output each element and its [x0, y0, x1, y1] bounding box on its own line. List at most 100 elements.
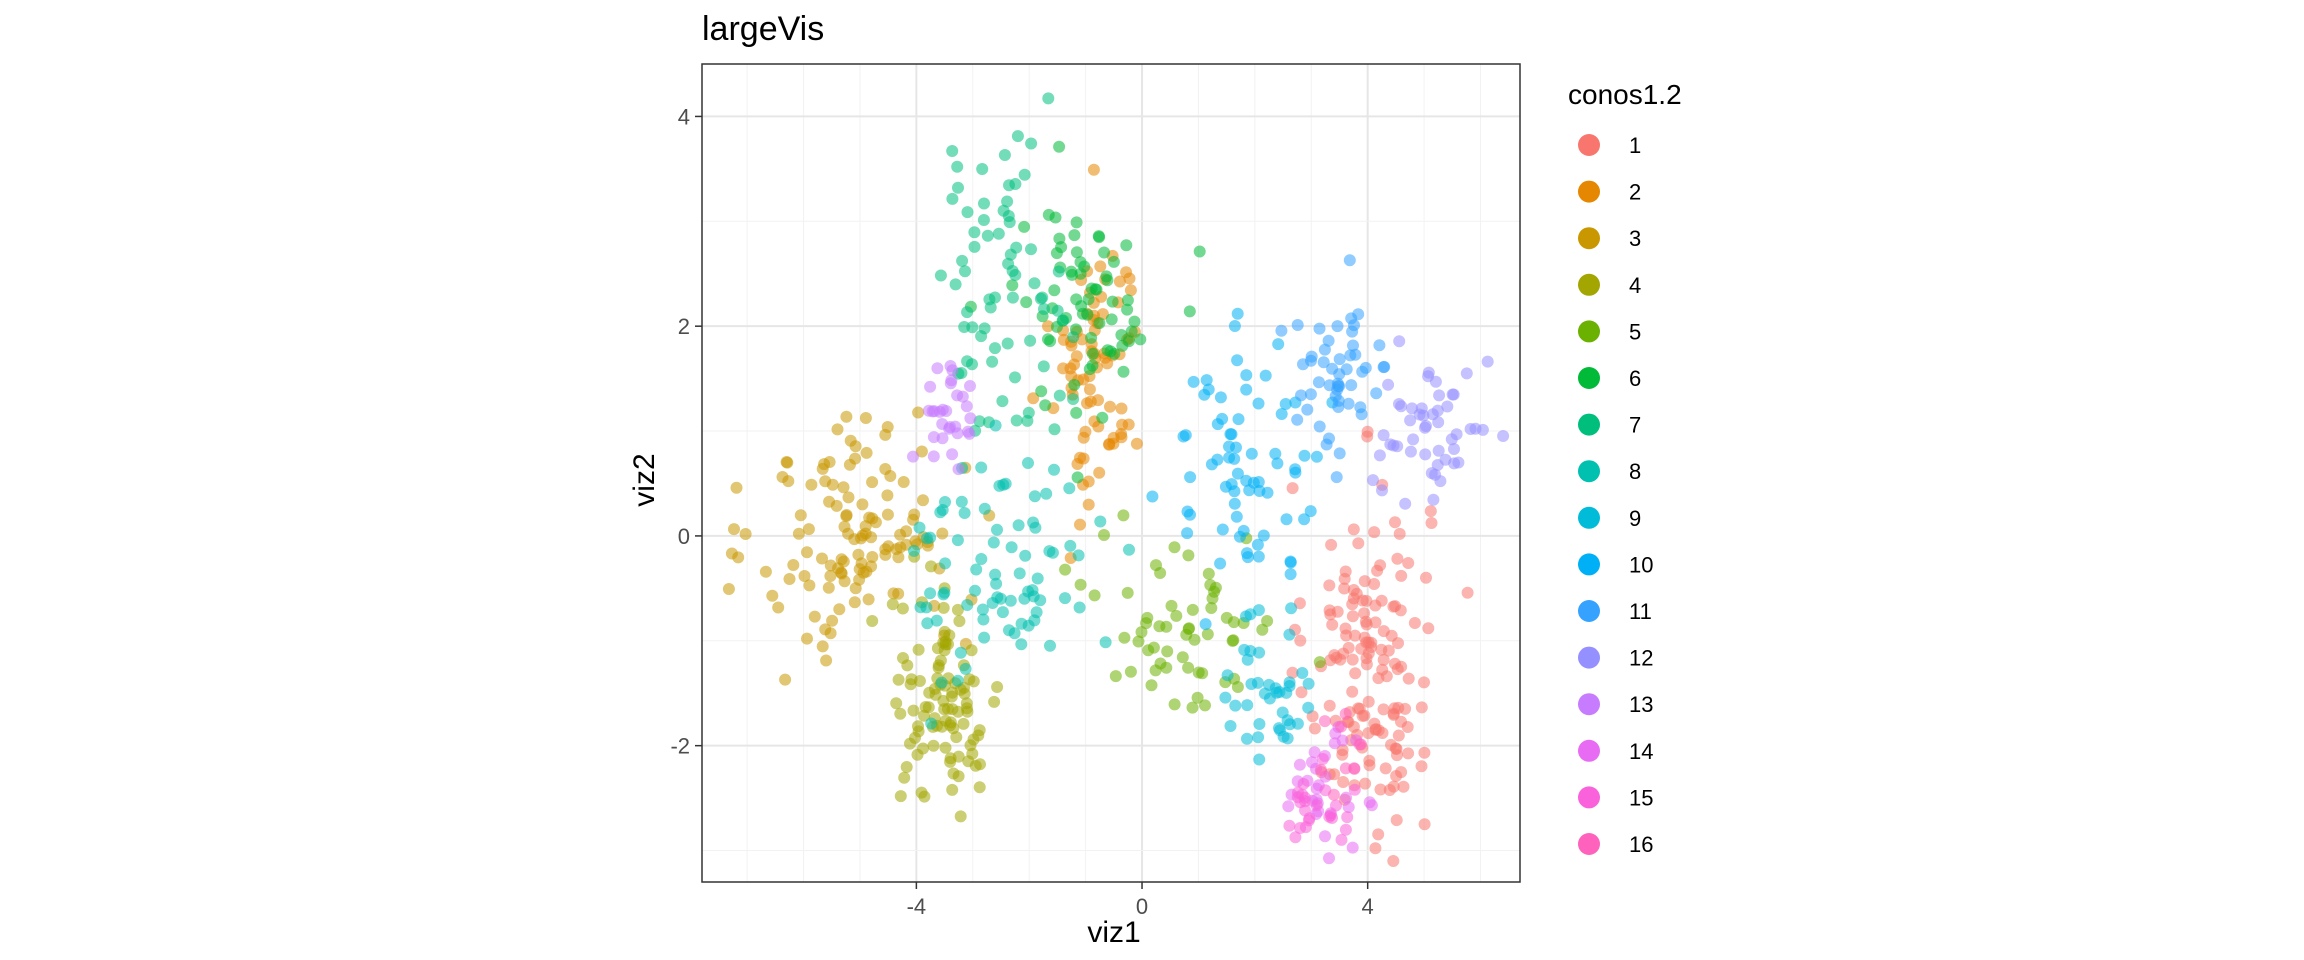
data-point — [1141, 611, 1154, 624]
data-point — [931, 362, 944, 375]
data-point — [966, 321, 979, 334]
data-point — [1256, 623, 1269, 636]
data-point — [907, 450, 919, 463]
data-point — [1227, 634, 1240, 647]
data-point — [908, 544, 920, 557]
data-point — [1389, 516, 1401, 529]
data-point — [1064, 539, 1077, 552]
data-point — [1331, 320, 1344, 333]
data-point — [1074, 578, 1087, 591]
data-point — [1187, 375, 1200, 388]
data-point — [1298, 513, 1311, 526]
data-point — [1303, 812, 1316, 825]
data-point — [1233, 530, 1246, 543]
data-point — [794, 509, 807, 522]
legend-item-8: 8 — [1578, 459, 1641, 484]
data-point — [956, 390, 969, 403]
data-point — [1377, 703, 1390, 716]
data-point — [1297, 358, 1309, 371]
data-point — [986, 597, 999, 609]
data-point — [1083, 383, 1096, 396]
data-point — [965, 644, 978, 657]
chart-title: largeVis — [702, 10, 824, 48]
data-point — [1093, 466, 1106, 479]
data-point — [859, 412, 872, 424]
data-point — [960, 400, 973, 413]
y-tick-label: 4 — [678, 104, 690, 129]
data-point — [1308, 722, 1321, 735]
data-point — [969, 759, 982, 772]
data-point — [1231, 467, 1244, 480]
data-point — [1497, 430, 1510, 442]
data-point — [1419, 448, 1432, 461]
data-point — [1225, 428, 1238, 441]
data-point — [1168, 698, 1181, 711]
data-point — [776, 471, 789, 483]
data-point — [993, 479, 1006, 492]
data-point — [772, 601, 785, 614]
data-point — [1363, 759, 1376, 772]
data-point — [1230, 510, 1243, 523]
data-point — [1009, 178, 1022, 190]
data-point — [1349, 629, 1361, 642]
data-point — [991, 681, 1004, 693]
data-point — [1240, 369, 1253, 382]
data-point — [1231, 354, 1244, 367]
series-15 — [1283, 753, 1361, 846]
data-point — [1355, 642, 1368, 655]
data-point — [1481, 355, 1494, 368]
data-point — [1200, 374, 1213, 387]
data-point — [938, 586, 951, 599]
data-point — [1331, 377, 1344, 390]
data-point — [1094, 260, 1107, 273]
data-point — [879, 543, 892, 556]
data-point — [1240, 383, 1253, 396]
legend-key — [1578, 600, 1600, 622]
data-point — [1340, 629, 1353, 642]
data-point — [1082, 498, 1095, 511]
data-point — [1123, 543, 1135, 556]
data-point — [1086, 347, 1099, 360]
legend-key — [1578, 460, 1600, 483]
plot-border — [701, 63, 1521, 883]
data-point — [808, 610, 821, 623]
data-point — [946, 783, 959, 796]
x-axis-ticks: -4 0 4 — [907, 882, 1374, 919]
data-point — [1365, 641, 1378, 653]
data-point — [1221, 669, 1234, 682]
data-point — [1368, 526, 1381, 539]
data-point — [1291, 413, 1304, 426]
data-point — [1025, 137, 1038, 150]
data-point — [1335, 720, 1348, 733]
data-point — [975, 553, 988, 565]
data-point — [1356, 709, 1369, 722]
data-point — [963, 427, 976, 440]
data-point — [934, 269, 947, 282]
data-point — [1402, 557, 1415, 569]
data-point — [936, 527, 949, 540]
legend-key — [1578, 273, 1600, 296]
data-point — [1273, 722, 1285, 735]
data-point — [1084, 395, 1097, 408]
data-point — [879, 428, 892, 441]
data-point — [1191, 691, 1204, 704]
data-point — [1093, 231, 1106, 244]
data-point — [1345, 379, 1358, 392]
data-point — [1244, 608, 1257, 621]
data-point — [1134, 333, 1147, 346]
data-point — [938, 625, 951, 638]
legend-label: 9 — [1629, 506, 1641, 531]
data-point — [866, 615, 879, 627]
data-point — [1199, 618, 1212, 631]
data-point — [1008, 627, 1021, 640]
data-point — [1070, 246, 1083, 259]
data-point — [887, 587, 900, 600]
legend-key — [1578, 180, 1600, 203]
legend-item-5: 5 — [1578, 319, 1641, 344]
data-point — [961, 206, 974, 219]
data-point — [967, 675, 980, 688]
data-point — [1404, 414, 1417, 427]
data-point — [1108, 347, 1121, 360]
data-point — [1211, 418, 1224, 431]
data-point — [1269, 447, 1282, 460]
